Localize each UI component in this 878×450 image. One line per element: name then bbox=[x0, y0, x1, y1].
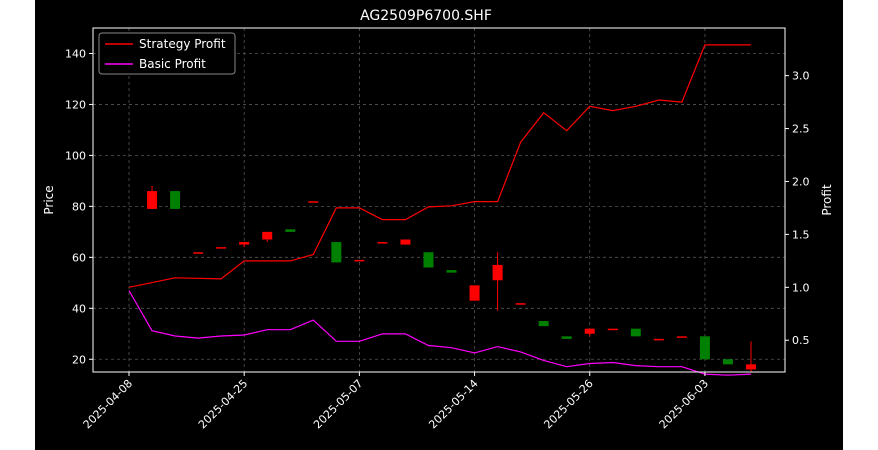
candle-layer bbox=[124, 33, 756, 372]
candle-body bbox=[607, 328, 618, 331]
grid-layer bbox=[93, 28, 785, 372]
basic-profit-line bbox=[128, 290, 752, 376]
legend-strategy-label: Strategy Profit bbox=[139, 37, 226, 51]
candle-body bbox=[561, 336, 572, 339]
candle-body bbox=[746, 364, 756, 370]
right-tick-label: 0.5 bbox=[792, 334, 810, 347]
candle-body bbox=[446, 270, 457, 273]
x-axis: 2025-04-08 2025-04-25 2025-05-07 2025-05-14… bbox=[81, 372, 711, 431]
candle bbox=[193, 252, 204, 254]
candle bbox=[216, 247, 227, 249]
candle bbox=[354, 259, 365, 262]
candle-body bbox=[377, 242, 388, 244]
candle bbox=[653, 338, 664, 341]
candle bbox=[722, 359, 733, 365]
candle bbox=[676, 336, 687, 338]
right-tick-label: 2.0 bbox=[792, 175, 810, 188]
x-tick-label: 2025-04-25 bbox=[196, 377, 250, 431]
candle-body bbox=[354, 259, 365, 262]
x-tick-label: 2025-06-03 bbox=[657, 377, 711, 431]
candle bbox=[746, 341, 756, 372]
x-tick-label: 2025-05-07 bbox=[311, 377, 365, 431]
left-tick-label: 140 bbox=[65, 47, 86, 60]
candle-body bbox=[239, 242, 250, 245]
candle-body bbox=[193, 252, 204, 254]
right-tick-label: 1.0 bbox=[792, 281, 810, 294]
strategy-profit-line bbox=[128, 44, 751, 288]
legend-basic-label: Basic Profit bbox=[139, 57, 206, 71]
candle bbox=[239, 242, 250, 248]
candle-body bbox=[216, 247, 227, 249]
candle-body bbox=[170, 191, 181, 209]
candle bbox=[584, 328, 595, 337]
candle bbox=[515, 303, 526, 305]
candle-body bbox=[722, 359, 733, 365]
left-axis-label: Price bbox=[42, 185, 56, 214]
candle bbox=[699, 336, 710, 360]
candle-body bbox=[515, 303, 526, 305]
candle bbox=[446, 270, 457, 273]
plot-frame bbox=[92, 27, 786, 373]
candle-body bbox=[331, 242, 342, 263]
left-tick-label: 40 bbox=[72, 302, 86, 315]
right-axis-label: Profit bbox=[820, 184, 834, 216]
right-tick-label: 3.0 bbox=[792, 70, 810, 83]
chart-figure: AG2509P6700.SHF 20 40 60 80 100 120 140 0.5 1.0… bbox=[35, 0, 843, 450]
candle-body bbox=[469, 285, 480, 301]
candle bbox=[607, 328, 618, 331]
candle bbox=[262, 231, 273, 243]
candle-body bbox=[676, 336, 687, 338]
candle-body bbox=[584, 328, 595, 334]
candle bbox=[561, 336, 572, 339]
chart-title: AG2509P6700.SHF bbox=[360, 8, 492, 24]
left-tick-label: 60 bbox=[72, 251, 86, 264]
candlestick-chart: AG2509P6700.SHF 20 40 60 80 100 120 140 0.5 1.0… bbox=[42, 8, 834, 431]
candle bbox=[630, 328, 641, 337]
candle-body bbox=[308, 201, 319, 203]
right-tick-label: 2.5 bbox=[792, 123, 810, 136]
line-layer bbox=[128, 44, 752, 376]
left-tick-label: 20 bbox=[72, 353, 86, 366]
candle bbox=[400, 239, 411, 245]
candle-body bbox=[630, 328, 641, 337]
x-tick-label: 2025-05-14 bbox=[426, 377, 480, 431]
candle-body bbox=[262, 231, 273, 240]
candle bbox=[170, 191, 181, 209]
candle bbox=[147, 185, 158, 209]
left-axis: 20 40 60 80 100 120 140 bbox=[65, 47, 93, 366]
left-tick-label: 100 bbox=[65, 149, 86, 162]
candle-body bbox=[699, 336, 710, 360]
candle-body bbox=[285, 229, 296, 232]
candle-body bbox=[492, 264, 503, 281]
candle bbox=[308, 201, 319, 203]
right-tick-label: 1.5 bbox=[792, 228, 810, 241]
candle bbox=[423, 252, 434, 268]
left-tick-label: 120 bbox=[65, 98, 86, 111]
candle-body bbox=[423, 252, 434, 268]
legend: Strategy Profit Basic Profit bbox=[98, 32, 236, 75]
candle bbox=[285, 229, 296, 232]
candle-body bbox=[538, 321, 549, 327]
right-axis: 0.5 1.0 1.5 2.0 2.5 3.0 bbox=[785, 70, 810, 347]
candle bbox=[331, 242, 342, 263]
candle-body bbox=[147, 191, 158, 209]
candle-body bbox=[653, 338, 664, 341]
x-tick-label: 2025-04-08 bbox=[81, 377, 135, 431]
candle bbox=[492, 252, 503, 311]
x-tick-label: 2025-05-26 bbox=[541, 377, 595, 431]
candle bbox=[469, 285, 480, 301]
candle-body bbox=[400, 239, 411, 245]
candle bbox=[538, 321, 549, 327]
candle bbox=[377, 242, 388, 244]
left-tick-label: 80 bbox=[72, 200, 86, 213]
